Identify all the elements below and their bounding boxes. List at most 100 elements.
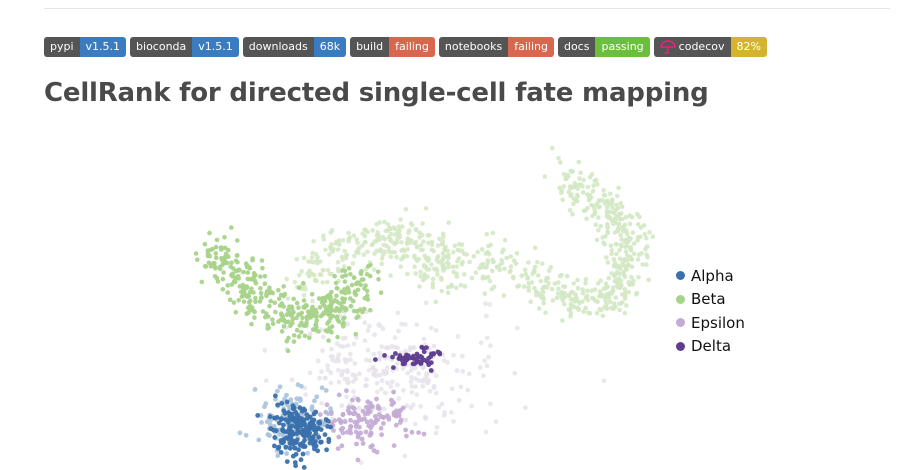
cell-point bbox=[321, 233, 326, 239]
cell-point bbox=[514, 251, 520, 256]
cell-point bbox=[434, 255, 440, 261]
cell-point bbox=[237, 284, 243, 289]
cell-point bbox=[423, 206, 429, 211]
cell-point bbox=[346, 236, 352, 242]
cell-point bbox=[381, 242, 387, 248]
cell-point bbox=[255, 413, 261, 418]
cell-point bbox=[309, 305, 315, 311]
cell-point bbox=[220, 262, 225, 268]
cell-point bbox=[289, 313, 295, 318]
cell-point bbox=[365, 411, 371, 416]
cell-point bbox=[332, 418, 338, 423]
cell-point bbox=[393, 422, 399, 428]
cell-point bbox=[616, 222, 621, 227]
cell-point bbox=[433, 266, 439, 272]
cell-point bbox=[604, 255, 609, 260]
cell-point bbox=[210, 246, 215, 252]
cell-point bbox=[615, 193, 620, 199]
badge-label: downloads bbox=[242, 37, 314, 57]
cell-point bbox=[267, 285, 272, 290]
cell-point bbox=[376, 276, 381, 282]
cell-point bbox=[224, 260, 230, 266]
cell-point bbox=[348, 357, 353, 363]
cell-point bbox=[243, 432, 249, 438]
cell-point bbox=[467, 259, 472, 265]
cell-point bbox=[635, 257, 641, 262]
cell-point bbox=[246, 299, 252, 305]
cell-point bbox=[490, 257, 495, 263]
cell-point bbox=[617, 271, 622, 276]
badge-label: build bbox=[350, 37, 390, 57]
cell-point bbox=[237, 430, 243, 436]
cell-point bbox=[382, 353, 387, 358]
codecov-badge[interactable]: codecov 82% bbox=[653, 37, 767, 57]
cell-point bbox=[340, 274, 345, 279]
cell-point bbox=[450, 264, 456, 270]
cell-point bbox=[485, 258, 490, 263]
cell-point bbox=[298, 398, 303, 403]
cell-point bbox=[488, 343, 493, 349]
cell-point bbox=[229, 225, 234, 230]
cell-point bbox=[641, 223, 647, 228]
cell-point bbox=[300, 315, 305, 321]
cell-point bbox=[297, 419, 303, 425]
cell-point bbox=[592, 211, 597, 217]
cell-point bbox=[613, 220, 618, 225]
cell-point bbox=[445, 290, 451, 296]
build-badge[interactable]: build failing bbox=[350, 37, 435, 57]
cell-point bbox=[233, 310, 239, 315]
cell-point bbox=[292, 279, 298, 285]
cell-point bbox=[631, 251, 637, 257]
cell-point bbox=[435, 272, 440, 277]
cell-point bbox=[339, 304, 345, 310]
cell-point bbox=[339, 443, 345, 449]
cell-point bbox=[268, 298, 274, 304]
cell-point bbox=[305, 309, 311, 314]
cell-point bbox=[414, 258, 420, 264]
cell-point bbox=[484, 335, 490, 341]
cell-point bbox=[590, 295, 595, 301]
cell-point bbox=[372, 251, 377, 256]
cell-point bbox=[392, 232, 398, 237]
cell-point bbox=[614, 251, 619, 257]
cell-point bbox=[402, 417, 408, 423]
cell-point bbox=[379, 432, 384, 438]
cell-point bbox=[561, 284, 566, 289]
cell-point bbox=[345, 369, 350, 375]
cell-point bbox=[536, 306, 542, 311]
cell-point bbox=[634, 290, 640, 296]
cell-point bbox=[220, 276, 226, 282]
cell-point bbox=[279, 329, 285, 334]
cell-point bbox=[245, 270, 251, 275]
cell-point bbox=[597, 204, 602, 210]
cell-point bbox=[513, 261, 519, 266]
docs-badge[interactable]: docs passing bbox=[557, 37, 650, 57]
cell-point bbox=[328, 380, 334, 386]
cell-point bbox=[426, 377, 432, 383]
downloads-badge[interactable]: downloads 68k bbox=[242, 37, 347, 57]
cell-embedding-plot bbox=[193, 145, 656, 470]
cell-point bbox=[619, 204, 625, 210]
cell-point bbox=[301, 280, 306, 286]
cell-point bbox=[330, 354, 335, 359]
cell-point bbox=[313, 439, 318, 444]
bioconda-badge[interactable]: bioconda v1.5.1 bbox=[130, 37, 239, 57]
pypi-badge[interactable]: pypi v1.5.1 bbox=[44, 37, 127, 57]
cell-point bbox=[270, 317, 275, 322]
cell-point bbox=[586, 310, 591, 315]
cell-point bbox=[381, 421, 386, 426]
cell-point bbox=[567, 207, 573, 213]
cell-points bbox=[193, 145, 656, 470]
cell-point bbox=[484, 313, 489, 319]
cell-point bbox=[336, 379, 342, 385]
cell-point bbox=[637, 214, 642, 220]
cell-point bbox=[334, 341, 340, 346]
cell-point bbox=[297, 323, 303, 328]
notebooks-badge[interactable]: notebooks failing bbox=[438, 37, 554, 57]
cell-point bbox=[504, 255, 510, 261]
badge-message: v1.5.1 bbox=[79, 37, 127, 57]
badge-label: bioconda bbox=[130, 37, 193, 57]
cell-point bbox=[465, 387, 471, 393]
cell-point bbox=[598, 223, 603, 229]
cell-point bbox=[414, 322, 420, 327]
